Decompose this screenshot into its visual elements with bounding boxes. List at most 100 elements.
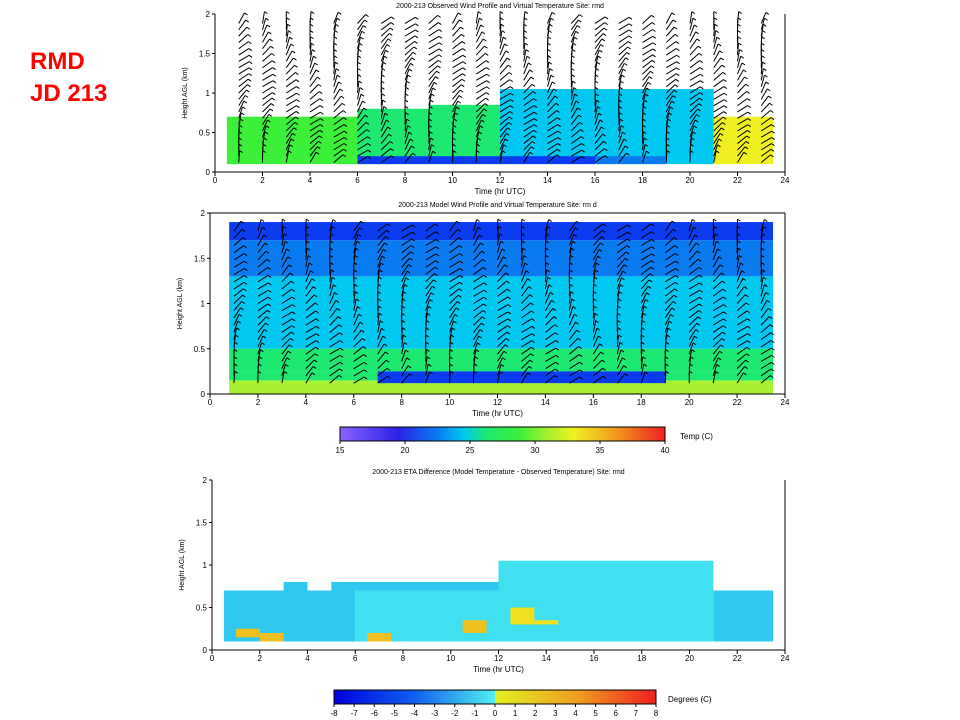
wind-barb-icon: [238, 95, 246, 106]
wind-barb-icon: [616, 251, 627, 261]
wind-barb-icon: [309, 129, 321, 138]
wind-barb-feather: [459, 260, 464, 264]
wind-barb-icon: [520, 255, 525, 268]
wind-barb-feather: [329, 254, 334, 258]
wind-barb-icon: [357, 114, 366, 125]
wind-barb-icon: [547, 75, 552, 87]
wind-barb-feather: [747, 105, 751, 108]
wind-barb-feather: [720, 344, 724, 348]
heatmap-cell: [534, 620, 559, 625]
wind-barb-icon: [285, 150, 290, 163]
wind-barb-icon: [285, 64, 295, 75]
wind-barb-feather: [243, 288, 247, 292]
x-tick-label: 16: [591, 176, 600, 185]
wind-barb-feather: [722, 122, 726, 125]
wind-barb-icon: [760, 324, 771, 333]
wind-barb-icon: [357, 81, 360, 94]
wind-barb-feather: [718, 256, 723, 260]
wind-barb-feather: [318, 140, 322, 144]
wind-barb-feather: [547, 48, 551, 52]
wind-barb-feather: [315, 340, 320, 344]
wind-barb-icon: [449, 327, 453, 340]
wind-barb-feather: [357, 74, 362, 78]
wind-barb-feather: [547, 226, 551, 229]
y-tick-label: 1.5: [194, 254, 206, 263]
wind-barb-feather: [454, 313, 459, 317]
wind-barb-icon: [357, 37, 361, 49]
wind-barb-icon: [665, 100, 672, 113]
wind-barb-feather: [500, 364, 505, 367]
wind-barb-icon: [736, 270, 743, 282]
wind-barb-feather: [532, 91, 537, 94]
wind-barb-feather: [571, 74, 576, 78]
wind-barb-feather: [531, 340, 535, 344]
wind-barb-feather: [673, 26, 678, 30]
wind-barb-feather: [266, 310, 271, 313]
wind-barb-icon: [377, 351, 386, 362]
wind-barb-feather: [628, 16, 633, 20]
x-tick-label: 10: [446, 654, 455, 663]
wind-barb-icon: [570, 87, 574, 100]
wind-barb-icon: [712, 280, 723, 290]
wind-barb-icon: [452, 100, 459, 113]
wind-barb-feather: [409, 373, 413, 377]
wind-barb-icon: [473, 322, 482, 333]
x-tick-label: 0: [210, 654, 215, 663]
wind-barb-feather: [312, 365, 317, 369]
wind-barb-feather: [244, 260, 248, 264]
wind-barb-feather: [361, 30, 366, 34]
wind-barb-icon: [449, 237, 459, 246]
wind-barb-icon: [523, 76, 532, 87]
wind-barb-feather: [696, 114, 700, 117]
wind-barb-icon: [238, 34, 249, 43]
wind-barb-icon: [523, 146, 532, 157]
wind-barb-feather: [335, 300, 340, 303]
wind-barb-icon: [568, 221, 577, 232]
wind-barb-icon: [640, 260, 652, 268]
wind-barb-icon: [499, 150, 503, 163]
wind-barb-feather: [646, 87, 650, 91]
wind-barb-icon: [380, 126, 389, 138]
wind-barb-icon: [689, 108, 699, 119]
wind-barb-icon: [547, 137, 559, 144]
wind-barb-icon: [257, 349, 261, 362]
wind-barb-feather: [573, 87, 577, 90]
wind-barb-feather: [384, 242, 388, 246]
wind-barb-feather: [507, 311, 512, 315]
wind-barb-icon: [499, 92, 511, 100]
wind-barb-icon: [281, 331, 292, 341]
wind-barb-feather: [243, 245, 247, 249]
wind-barb-feather: [295, 72, 299, 75]
wind-barb-feather: [576, 220, 580, 224]
wind-barb-feather: [245, 19, 249, 23]
x-tick-label: 2: [260, 176, 265, 185]
wind-barb-icon: [523, 56, 528, 68]
wind-barb-feather: [336, 308, 341, 311]
wind-barb-icon: [309, 124, 321, 132]
wind-barb-icon: [377, 335, 384, 348]
wind-barb-feather: [296, 92, 300, 96]
wind-barb-icon: [305, 286, 314, 297]
wind-barb-icon: [305, 318, 317, 326]
wind-barb-feather: [287, 256, 292, 260]
wind-barb-icon: [499, 133, 507, 144]
wind-barb-feather: [676, 54, 680, 58]
wind-barb-feather: [761, 262, 765, 265]
wind-barb-feather: [723, 99, 728, 103]
wind-barb-icon: [238, 26, 248, 37]
wind-barb-icon: [428, 137, 431, 150]
wind-barb-icon: [452, 54, 464, 62]
wind-barb-icon: [473, 267, 484, 275]
wind-barb-feather: [384, 351, 389, 355]
wind-barb-icon: [640, 349, 643, 362]
wind-barb-feather: [340, 95, 345, 99]
wind-barb-icon: [616, 291, 620, 304]
wind-barb-feather: [362, 100, 366, 104]
wind-barb-icon: [333, 143, 345, 151]
wind-barb-feather: [554, 332, 559, 336]
wind-barb-icon: [712, 288, 724, 297]
wind-barb-feather: [651, 253, 655, 257]
wind-barb-feather: [435, 239, 440, 242]
wind-barb-feather: [576, 25, 581, 28]
